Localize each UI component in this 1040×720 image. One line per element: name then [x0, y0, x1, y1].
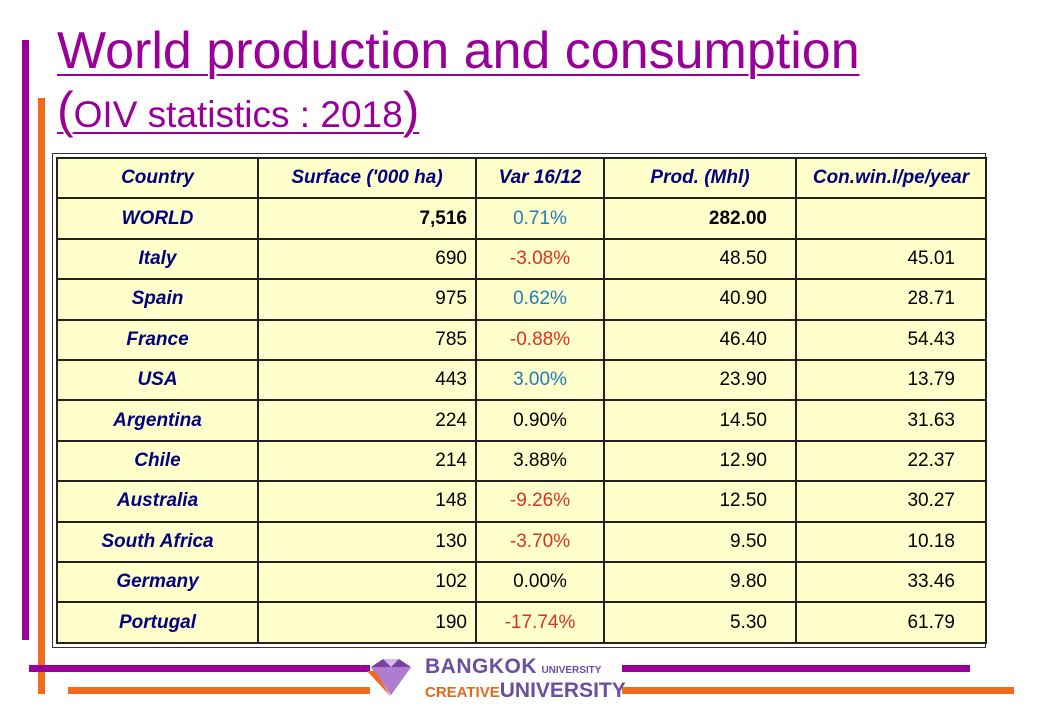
cell-consumption: 10.18 [795, 520, 987, 564]
cell-prod: 12.50 [603, 480, 797, 523]
cell-surface: 785 [257, 318, 477, 362]
cell-prod: 23.90 [603, 359, 797, 402]
table-row: Australia 148 -9.26% 12.50 30.27 [56, 480, 987, 523]
table-row: Argentina 224 0.90% 14.50 31.63 [56, 399, 987, 442]
header-prod: Prod. (Mhl) [603, 156, 797, 200]
slide-title: World production and consumption (OIV st… [57, 22, 860, 138]
table-row: France 785 -0.88% 46.40 54.43 [56, 318, 987, 362]
cell-consumption: 33.46 [795, 561, 987, 604]
left-orange-bar [38, 98, 45, 694]
table-row: Italy 690 -3.08% 48.50 45.01 [56, 237, 987, 281]
cell-country: France [56, 318, 259, 362]
title-line-1: World production and consumption [57, 22, 860, 80]
cell-surface: 190 [257, 601, 477, 644]
cell-country: USA [56, 359, 259, 402]
cell-consumption: 30.27 [795, 480, 987, 523]
header-country: Country [56, 156, 259, 200]
cell-prod: 40.90 [603, 278, 797, 321]
cell-country: Italy [56, 237, 259, 281]
bottom-orange-bar-right [622, 687, 1014, 694]
cell-var: 0.90% [475, 399, 605, 442]
table-row: Spain 975 0.62% 40.90 28.71 [56, 278, 987, 321]
cell-country: Spain [56, 278, 259, 321]
cell-surface: 690 [257, 237, 477, 281]
cell-prod: 9.80 [603, 561, 797, 604]
cell-country: Argentina [56, 399, 259, 442]
cell-var: -9.26% [475, 480, 605, 523]
table-row: South Africa 130 -3.70% 9.50 10.18 [56, 520, 987, 564]
logo-text: BANGKOK UNIVERSITY CREATIVEUNIVERSITY [425, 656, 626, 703]
bottom-purple-bar-right [622, 665, 970, 672]
diamond-logo-icon [367, 659, 411, 697]
cell-prod: 5.30 [603, 601, 797, 644]
cell-surface: 148 [257, 480, 477, 523]
header-consumption: Con.win.l/pe/year [795, 156, 987, 200]
header-var: Var 16/12 [475, 156, 605, 200]
table-row: Chile 214 3.88% 12.90 22.37 [56, 439, 987, 483]
table-row: Germany 102 0.00% 9.80 33.46 [56, 561, 987, 604]
cell-var: 0.62% [475, 278, 605, 321]
cell-surface: 214 [257, 439, 477, 483]
cell-consumption: 13.79 [795, 359, 987, 402]
title-subtitle: OIV statistics : 2018 [73, 94, 403, 136]
cell-prod: 9.50 [603, 520, 797, 564]
table-body: Country Surface ('000 ha) Var 16/12 Prod… [56, 156, 987, 644]
cell-var: -17.74% [475, 601, 605, 644]
left-purple-bar [22, 40, 29, 640]
cell-var: 0.71% [475, 197, 605, 240]
cell-surface: 102 [257, 561, 477, 604]
title-open-paren: ( [57, 82, 74, 139]
bottom-orange-bar-left [68, 687, 370, 694]
cell-var: 3.00% [475, 359, 605, 402]
cell-prod: 48.50 [603, 237, 797, 281]
cell-var: 3.88% [475, 439, 605, 483]
cell-prod: 282.00 [603, 197, 797, 240]
cell-country: Chile [56, 439, 259, 483]
table-row: WORLD 7,516 0.71% 282.00 [56, 197, 987, 240]
bottom-purple-bar-left [29, 665, 370, 672]
cell-surface: 975 [257, 278, 477, 321]
table-row: Portugal 190 -17.74% 5.30 61.79 [56, 601, 987, 644]
logo-bangkok: BANGKOK [425, 655, 537, 678]
cell-consumption: 31.63 [795, 399, 987, 442]
table-header-row: Country Surface ('000 ha) Var 16/12 Prod… [56, 156, 987, 200]
cell-surface: 7,516 [257, 197, 477, 240]
cell-consumption [795, 197, 987, 240]
table-row: USA 443 3.00% 23.90 13.79 [56, 359, 987, 402]
bangkok-university-logo: BANGKOK UNIVERSITY CREATIVEUNIVERSITY [365, 656, 626, 701]
cell-country: Portugal [56, 601, 259, 644]
cell-surface: 443 [257, 359, 477, 402]
cell-country: South Africa [56, 520, 259, 564]
cell-consumption: 45.01 [795, 237, 987, 281]
cell-prod: 14.50 [603, 399, 797, 442]
cell-consumption: 22.37 [795, 439, 987, 483]
cell-prod: 12.90 [603, 439, 797, 483]
title-line-2: (OIV statistics : 2018) [57, 82, 860, 138]
logo-university: UNIVERSITY [499, 679, 626, 702]
cell-consumption: 61.79 [795, 601, 987, 644]
logo-creative: CREATIVE [425, 684, 500, 701]
cell-country: WORLD [56, 197, 259, 240]
wine-statistics-table: Country Surface ('000 ha) Var 16/12 Prod… [52, 153, 987, 648]
cell-consumption: 54.43 [795, 318, 987, 362]
title-close-paren: ) [402, 82, 420, 139]
cell-var: -3.08% [475, 237, 605, 281]
cell-var: -3.70% [475, 520, 605, 564]
cell-surface: 224 [257, 399, 477, 442]
cell-consumption: 28.71 [795, 278, 987, 321]
cell-var: -0.88% [475, 318, 605, 362]
logo-university-small: UNIVERSITY [541, 665, 602, 676]
cell-country: Australia [56, 480, 259, 523]
cell-prod: 46.40 [603, 318, 797, 362]
header-surface: Surface ('000 ha) [257, 156, 477, 200]
cell-var: 0.00% [475, 561, 605, 604]
cell-surface: 130 [257, 520, 477, 564]
cell-country: Germany [56, 561, 259, 604]
